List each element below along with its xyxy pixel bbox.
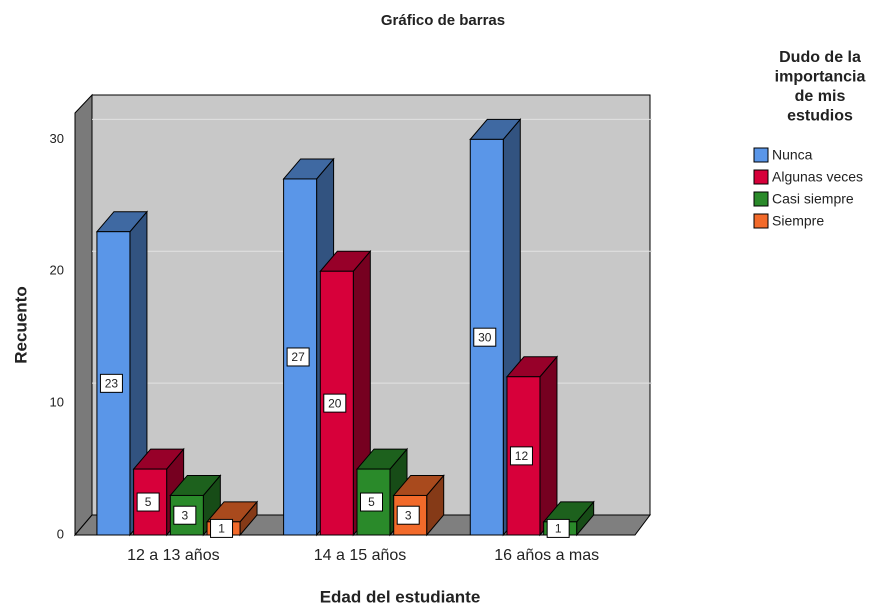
legend-title: de mis [795,88,846,105]
side-wall [74,93,93,537]
value-label-box [509,446,533,466]
y-tick-label: 0 [57,526,64,541]
value-label: 23 [105,377,119,391]
legend-title: importancia [775,69,866,86]
bar [505,355,559,537]
legend-label: Siempre [772,213,824,229]
value-label-box [546,518,570,538]
x-axis-title: Edad del estudiante [320,587,481,606]
value-label: 3 [405,508,412,522]
legend-title: estudios [787,108,853,125]
bar-side [539,355,558,537]
y-tick-label: 30 [50,131,64,146]
value-label: 30 [478,330,492,344]
value-label-box [323,393,347,413]
legend-label: Algunas veces [772,169,863,185]
value-label: 1 [555,522,562,536]
value-label-box [173,505,197,525]
value-label-box [396,505,420,525]
value-label-box [136,492,160,512]
value-label: 20 [328,396,342,410]
x-tick-label: 16 años a mas [494,547,599,564]
legend-swatch [753,147,769,163]
y-tick-label: 20 [50,263,64,278]
x-tick-label: 12 a 13 años [127,547,220,564]
value-label: 5 [145,495,152,509]
value-label: 12 [515,449,529,463]
legend-label: Casi siempre [772,191,854,207]
y-tick-label: 10 [50,395,64,410]
value-label: 27 [291,350,305,364]
legend-swatch [753,169,769,185]
chart-title: Gráfico de barras [381,12,505,29]
legend-swatch [753,191,769,207]
y-axis-title: Recuento [11,286,30,363]
value-label: 3 [181,508,188,522]
value-label-box [473,327,497,347]
legend-label: Nunca [772,147,813,163]
value-label-box [360,492,383,512]
legend-title: Dudo de la [779,49,861,66]
value-label-box [99,373,123,393]
value-label: 5 [368,495,375,509]
x-tick-label: 14 a 15 años [314,547,407,564]
value-label-box [286,347,310,367]
value-label-box [210,518,234,538]
legend-swatch [753,213,769,229]
value-label: 1 [218,522,225,536]
